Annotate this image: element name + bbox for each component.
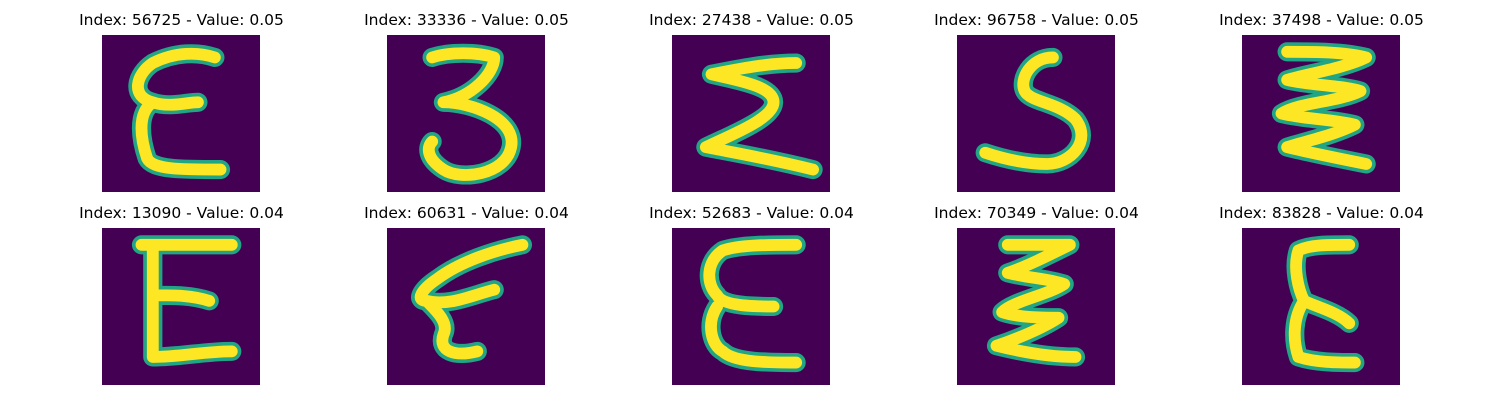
panel-title: Index: 27438 - Value: 0.05 — [649, 11, 854, 29]
glyph-three — [419, 43, 522, 185]
glyph-stroke-core — [1275, 45, 1373, 170]
glyph-rounded-e — [699, 235, 806, 373]
grid-cell: Index: 33336 - Value: 0.05 — [324, 0, 609, 192]
glyph-stroke-core — [422, 47, 518, 181]
grid-cell: Index: 13090 - Value: 0.04 — [39, 193, 324, 385]
grid-cell: Index: 70349 - Value: 0.04 — [894, 193, 1179, 385]
glyph-image — [387, 228, 545, 385]
glyph-stroke-core — [132, 47, 227, 176]
glyph-image — [957, 228, 1115, 385]
glyph-stroke-core — [414, 238, 529, 360]
glyph-triple-zigzag — [1271, 42, 1376, 174]
glyph-sigma-zigzag — [696, 53, 823, 180]
glyph-stroke-core — [1288, 238, 1361, 369]
glyph-image — [1242, 228, 1400, 385]
glyph-stroke-core — [990, 238, 1082, 363]
panel-title: Index: 96758 - Value: 0.05 — [934, 11, 1139, 29]
glyph-image — [387, 35, 545, 192]
grid-cell: Index: 37498 - Value: 0.05 — [1179, 0, 1464, 192]
panel-title: Index: 70349 - Value: 0.04 — [934, 204, 1139, 222]
glyph-five-curve — [975, 47, 1091, 174]
panel-title: Index: 60631 - Value: 0.04 — [364, 204, 569, 222]
panel-title: Index: 33336 - Value: 0.05 — [364, 11, 569, 29]
panel-title: Index: 83828 - Value: 0.04 — [1219, 204, 1424, 222]
glyph-image — [102, 228, 260, 385]
glyph-image — [102, 35, 260, 192]
glyph-stroke-core — [703, 238, 803, 369]
glyph-stroke-core — [699, 57, 819, 176]
glyph-image — [672, 228, 830, 385]
panel-title: Index: 37498 - Value: 0.05 — [1219, 11, 1424, 29]
glyph-image — [1242, 35, 1400, 192]
grid-cell: Index: 56725 - Value: 0.05 — [39, 0, 324, 192]
panel-title: Index: 13090 - Value: 0.04 — [79, 204, 284, 222]
glyph-block-e — [131, 235, 242, 367]
grid-cell: Index: 60631 - Value: 0.04 — [324, 193, 609, 385]
glyph-double-z — [986, 235, 1086, 367]
glyph-stroke-core — [979, 51, 1088, 170]
glyph-image — [672, 35, 830, 192]
grid-cell: Index: 96758 - Value: 0.05 — [894, 0, 1179, 192]
glyph-tall-e — [1285, 235, 1365, 373]
grid-cell: Index: 27438 - Value: 0.05 — [609, 0, 894, 192]
glyph-slanted-e — [411, 235, 533, 363]
grid-cell: Index: 83828 - Value: 0.04 — [1179, 193, 1464, 385]
glyph-stroke-core — [135, 238, 238, 363]
glyph-image — [957, 35, 1115, 192]
panel-title: Index: 52683 - Value: 0.04 — [649, 204, 854, 222]
grid-cell: Index: 52683 - Value: 0.04 — [609, 193, 894, 385]
glyph-epsilon-loopy — [128, 44, 231, 180]
panel-title: Index: 56725 - Value: 0.05 — [79, 11, 284, 29]
